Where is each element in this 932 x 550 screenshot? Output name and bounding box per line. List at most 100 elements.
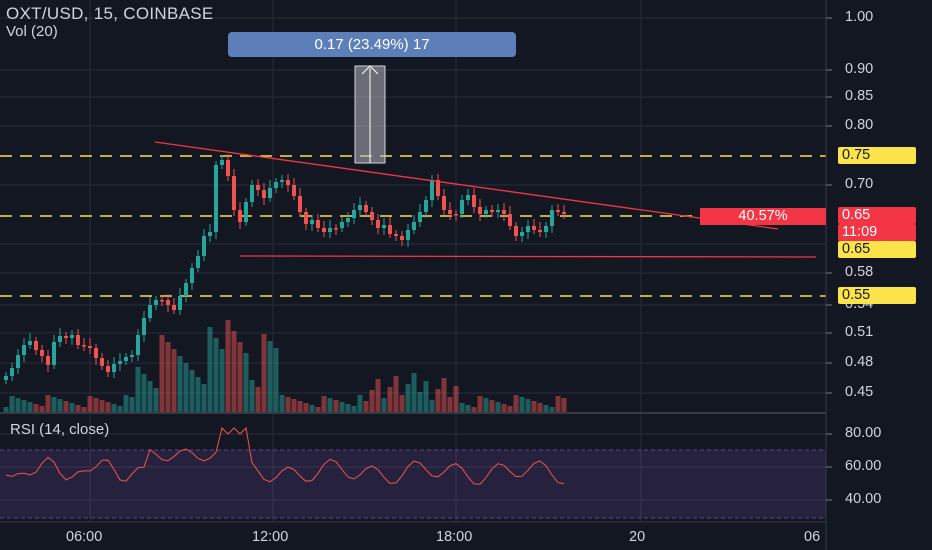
candle-body	[208, 232, 212, 236]
volume-bar	[303, 403, 309, 413]
price-tick: 1.00	[845, 9, 874, 25]
volume-bar	[273, 348, 279, 413]
candle-body	[472, 195, 476, 207]
candle-body	[292, 185, 296, 196]
candle-body	[514, 226, 518, 236]
level-tag-075[interactable]: 0.75	[838, 147, 916, 164]
rsi-legend[interactable]: RSI (14, close)	[10, 421, 110, 438]
candle-body	[4, 376, 8, 380]
candle-body	[34, 341, 38, 350]
candle-body	[478, 207, 482, 214]
volume-bar	[321, 396, 327, 413]
candle-body	[412, 222, 416, 230]
price-tick: 0.51	[845, 324, 874, 340]
volume-bar	[237, 342, 243, 413]
volume-bar	[279, 395, 285, 413]
symbol-title[interactable]: OXT/USD, 15, COINBASE	[6, 4, 214, 23]
volume-bar	[309, 405, 315, 413]
volume-bar	[351, 406, 357, 413]
candle-body	[550, 210, 554, 226]
volume-bar	[417, 392, 423, 413]
volume-bar	[465, 405, 471, 413]
volume-bar	[189, 370, 195, 413]
candle-body	[490, 210, 494, 212]
volume-bar	[411, 373, 417, 413]
candle-body	[484, 210, 488, 214]
volume-bar	[471, 407, 477, 413]
candle-body	[196, 256, 200, 268]
candle-body	[400, 236, 404, 240]
volume-bar	[537, 403, 543, 413]
candle-body	[58, 336, 62, 342]
volume-bar	[531, 401, 537, 413]
volume-bar	[405, 384, 411, 413]
volume-bar	[75, 405, 81, 413]
volume-bar	[447, 397, 453, 413]
candle-body	[448, 210, 452, 214]
volume-bar	[87, 396, 93, 413]
volume-bar	[561, 398, 567, 413]
volume-bar	[459, 403, 465, 413]
volume-bar	[231, 331, 237, 413]
level-tag-065[interactable]: 0.65	[838, 241, 916, 258]
candle-body	[502, 210, 506, 214]
volume-bar	[225, 320, 231, 413]
volume-bar	[15, 398, 21, 413]
volume-bar	[453, 386, 459, 413]
volume-bar	[63, 401, 69, 413]
candle-body	[88, 346, 92, 348]
price-tick: 0.90	[845, 61, 874, 77]
volume-bar	[525, 399, 531, 413]
trendline-percent-tag[interactable]: 40.57%	[700, 208, 826, 225]
support-line[interactable]	[239, 255, 817, 258]
candle-body	[250, 185, 254, 202]
volume-bar	[255, 387, 261, 413]
price-tick: 0.70	[845, 176, 874, 192]
volume-legend[interactable]: Vol (20)	[6, 23, 58, 40]
rsi-tick: 60.00	[845, 458, 882, 474]
candle-body	[202, 236, 206, 256]
candle-body	[136, 335, 140, 355]
price-axis-ticks	[826, 17, 832, 501]
volume-bar	[369, 390, 375, 413]
price-tick: 0.48	[845, 354, 874, 370]
chart-grid	[0, 0, 826, 522]
candle-body	[94, 348, 98, 358]
volume-bar	[3, 407, 9, 413]
candle-body	[76, 335, 80, 345]
candle-body	[268, 188, 272, 198]
candle-body	[130, 355, 134, 357]
volume-bar	[207, 327, 213, 413]
candle-body	[118, 361, 122, 364]
candle-body	[340, 222, 344, 228]
candle-body	[40, 350, 44, 356]
candle-body	[226, 160, 230, 176]
volume-bar	[249, 380, 255, 413]
candle-body	[370, 212, 374, 220]
candle-body	[262, 190, 266, 198]
candle-body	[244, 202, 248, 222]
level-tag-055[interactable]: 0.55	[838, 287, 916, 304]
candle-body	[358, 205, 362, 210]
volume-bar	[153, 388, 159, 413]
time-label: 12:00	[252, 529, 289, 545]
volume-bar	[51, 397, 57, 413]
measure-label[interactable]: 0.17 (23.49%) 17	[228, 32, 516, 57]
candle-body	[64, 336, 68, 338]
volume-bar	[375, 379, 381, 413]
candle-body	[430, 180, 434, 200]
candle-body	[280, 180, 284, 182]
candle-body	[28, 341, 32, 345]
current-price-tag[interactable]: 0.65	[838, 207, 916, 224]
candle-body	[388, 225, 392, 234]
candle-body	[232, 176, 236, 210]
descending-trendline[interactable]	[154, 141, 779, 230]
rsi-tick: 80.00	[845, 425, 882, 441]
volume-bar	[69, 403, 75, 413]
candle-body	[382, 225, 386, 228]
candle-body	[352, 210, 356, 218]
candle-body	[70, 335, 74, 338]
volume-bar	[363, 401, 369, 413]
volume-bar	[33, 404, 39, 413]
